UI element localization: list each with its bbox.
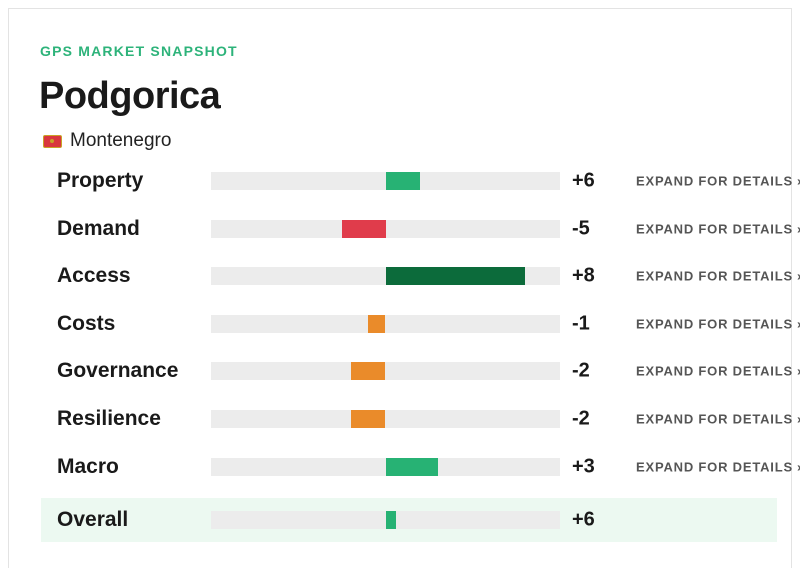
score-bar-costs <box>368 315 386 333</box>
section-kicker: GPS MARKET SNAPSHOT <box>40 43 238 59</box>
expand-details-label: EXPAND FOR DETAILS <box>636 268 793 284</box>
score-row-access[interactable]: Access +8 EXPAND FOR DETAILS › <box>41 254 800 298</box>
score-bar-property <box>385 172 421 190</box>
expand-details-button-demand[interactable]: EXPAND FOR DETAILS › <box>636 222 800 237</box>
score-bar-governance <box>350 362 386 380</box>
expand-details-button-property[interactable]: EXPAND FOR DETAILS › <box>636 174 800 189</box>
score-track-macro <box>211 458 560 476</box>
chevron-right-icon: › <box>797 222 800 237</box>
score-bar-demand <box>341 220 386 238</box>
expand-details-button-macro[interactable]: EXPAND FOR DETAILS › <box>636 460 800 475</box>
montenegro-flag-icon <box>43 134 62 148</box>
chevron-right-icon: › <box>797 412 800 427</box>
score-label-governance: Governance <box>57 359 179 382</box>
expand-details-label: EXPAND FOR DETAILS <box>636 221 793 237</box>
score-value-demand: -5 <box>572 217 590 240</box>
score-bar-access <box>385 267 526 285</box>
expand-details-button-costs[interactable]: EXPAND FOR DETAILS › <box>636 317 800 332</box>
chevron-right-icon: › <box>797 317 800 332</box>
score-label-demand: Demand <box>57 217 140 240</box>
expand-details-label: EXPAND FOR DETAILS <box>636 459 793 475</box>
score-track-resilience <box>211 410 560 428</box>
expand-details-label: EXPAND FOR DETAILS <box>636 316 793 332</box>
score-row-overall: Overall +6 <box>41 498 777 542</box>
score-row-costs[interactable]: Costs -1 EXPAND FOR DETAILS › <box>41 302 800 346</box>
score-label-access: Access <box>57 264 131 287</box>
country-line: Montenegro <box>43 130 171 152</box>
score-row-demand[interactable]: Demand -5 EXPAND FOR DETAILS › <box>41 207 800 251</box>
score-value-access: +8 <box>572 264 595 287</box>
chevron-right-icon: › <box>797 269 800 284</box>
score-label-macro: Macro <box>57 455 119 478</box>
score-value-costs: -1 <box>572 312 590 335</box>
score-value-governance: -2 <box>572 359 590 382</box>
page-title: Podgorica <box>39 75 221 117</box>
score-bar-macro <box>385 458 438 476</box>
score-value-resilience: -2 <box>572 407 590 430</box>
expand-details-label: EXPAND FOR DETAILS <box>636 363 793 379</box>
score-row-governance[interactable]: Governance -2 EXPAND FOR DETAILS › <box>41 349 800 393</box>
market-snapshot-card: GPS MARKET SNAPSHOT Podgorica Montenegro… <box>8 8 800 568</box>
country-name: Montenegro <box>70 130 172 151</box>
score-value-property: +6 <box>572 169 595 192</box>
score-track-property <box>211 172 560 190</box>
score-label-overall: Overall <box>57 508 129 531</box>
score-row-resilience[interactable]: Resilience -2 EXPAND FOR DETAILS › <box>41 397 800 441</box>
score-label-property: Property <box>57 169 144 192</box>
chevron-right-icon: › <box>797 364 800 379</box>
score-track-demand <box>211 220 560 238</box>
score-track-costs <box>211 315 560 333</box>
expand-details-label: EXPAND FOR DETAILS <box>636 173 793 189</box>
score-label-resilience: Resilience <box>57 407 161 430</box>
score-track-access <box>211 267 560 285</box>
score-label-costs: Costs <box>57 312 116 335</box>
expand-details-label: EXPAND FOR DETAILS <box>636 411 793 427</box>
score-track-overall <box>211 511 560 529</box>
score-bar-overall <box>385 511 396 529</box>
expand-details-button-governance[interactable]: EXPAND FOR DETAILS › <box>636 364 800 379</box>
expand-details-button-access[interactable]: EXPAND FOR DETAILS › <box>636 269 800 284</box>
chevron-right-icon: › <box>797 174 800 189</box>
score-value-macro: +3 <box>572 455 595 478</box>
score-value-overall: +6 <box>572 508 595 531</box>
score-row-property[interactable]: Property +6 EXPAND FOR DETAILS › <box>41 159 800 203</box>
chevron-right-icon: › <box>797 460 800 475</box>
score-row-macro[interactable]: Macro +3 EXPAND FOR DETAILS › <box>41 445 800 489</box>
score-track-governance <box>211 362 560 380</box>
expand-details-button-resilience[interactable]: EXPAND FOR DETAILS › <box>636 412 800 427</box>
score-bar-resilience <box>350 410 386 428</box>
